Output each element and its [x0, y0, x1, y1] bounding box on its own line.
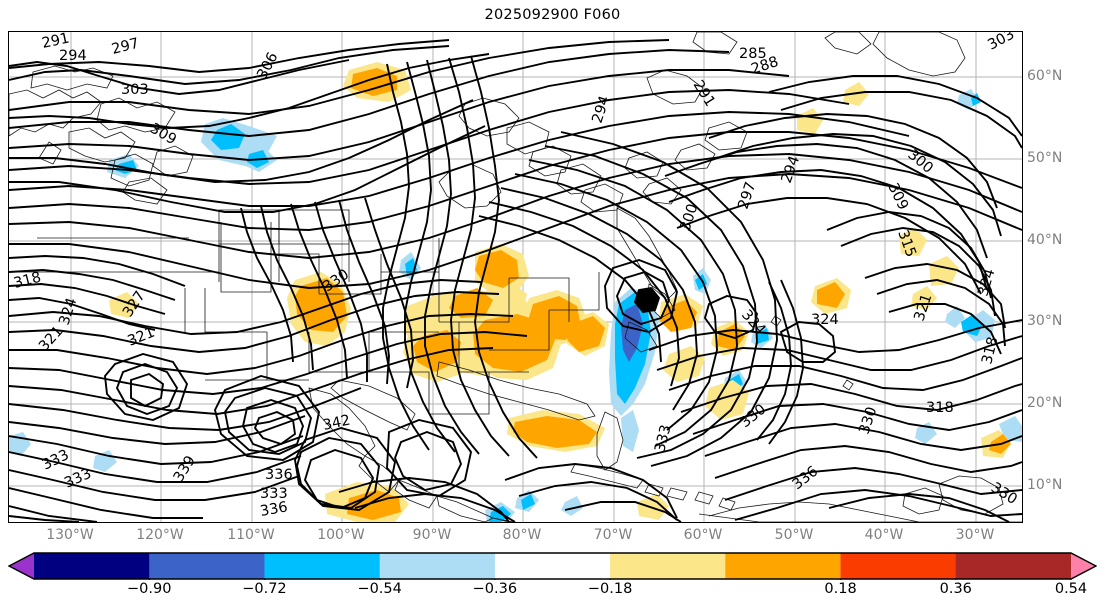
cbar-tick-label: 0.54	[1054, 581, 1088, 597]
xtick-label: 100°W	[317, 527, 365, 543]
colorbar-band	[494, 553, 611, 579]
cbar-tick-label: −0.54	[357, 581, 402, 597]
cbar-tick-label: 0.36	[939, 581, 972, 597]
xtick-label: 80°W	[502, 527, 542, 543]
colorbar-band	[725, 553, 842, 579]
cbar-tick-label: −0.72	[242, 581, 287, 597]
ytick-label: 20°N	[1027, 395, 1063, 411]
map-plot-area[interactable]: 291 294 297 303 306 309 294 285 288 291 …	[8, 31, 1023, 523]
cbar-tick-label: −0.18	[587, 581, 633, 597]
cbar-tick-label: −0.36	[472, 581, 518, 597]
colorbar-band	[149, 553, 266, 579]
svg-text:318: 318	[12, 270, 43, 292]
colorbar-band	[955, 553, 1072, 579]
colorbar-band	[610, 553, 726, 579]
ytick-label: 30°N	[1027, 313, 1063, 329]
xtick-label: 50°W	[774, 527, 814, 543]
colorbar[interactable]	[7, 552, 1098, 584]
colorbar-band	[379, 553, 496, 579]
y-axis-ticklabels: 60°N 50°N 40°N 30°N 20°N 10°N	[1027, 31, 1105, 523]
ytick-label: 50°N	[1027, 150, 1063, 166]
colorbar-extend-over	[1071, 553, 1096, 579]
xtick-label: 30°W	[955, 527, 995, 543]
svg-text:300: 300	[678, 202, 702, 233]
svg-text:324: 324	[57, 296, 81, 327]
svg-text:291: 291	[41, 32, 71, 52]
svg-text:291: 291	[690, 78, 718, 110]
xtick-label: 120°W	[136, 527, 184, 543]
svg-text:333: 333	[260, 486, 288, 502]
svg-text:324: 324	[811, 312, 839, 328]
colorbar-segments	[9, 553, 1096, 579]
svg-text:294: 294	[590, 94, 614, 125]
colorbar-ticklabels: −0.90 −0.72 −0.54 −0.36 −0.18 0.18 0.36 …	[0, 581, 1105, 603]
svg-text:333: 333	[40, 447, 72, 474]
ytick-label: 40°N	[1027, 232, 1063, 248]
svg-text:339: 339	[171, 453, 199, 485]
svg-text:324: 324	[975, 267, 998, 298]
svg-text:303: 303	[985, 32, 1017, 54]
xtick-label: 70°W	[593, 527, 633, 543]
svg-text:336: 336	[265, 467, 293, 483]
svg-text:309: 309	[884, 181, 911, 213]
svg-text:333: 333	[652, 423, 674, 454]
svg-text:336: 336	[259, 499, 289, 520]
cbar-tick-label: −0.90	[127, 581, 172, 597]
svg-text:318: 318	[979, 335, 1001, 366]
colorbar-band	[264, 553, 381, 579]
thickness-contour-lines	[9, 39, 1022, 522]
xtick-label: 130°W	[46, 527, 94, 543]
ytick-label: 10°N	[1027, 477, 1063, 493]
svg-text:336: 336	[790, 463, 822, 493]
xtick-label: 110°W	[227, 527, 275, 543]
colorbar-band	[840, 553, 957, 579]
colorbar-extend-under	[9, 553, 34, 579]
x-axis-ticklabels: 130°W 120°W 110°W 100°W 90°W 80°W 70°W 6…	[8, 527, 1023, 547]
svg-text:297: 297	[736, 180, 760, 211]
colorbar-svg	[7, 552, 1098, 584]
svg-text:330: 330	[988, 480, 1020, 508]
xtick-label: 60°W	[683, 527, 723, 543]
map-contour-svg: 291 294 297 303 306 309 294 285 288 291 …	[9, 32, 1022, 522]
ytick-label: 60°N	[1027, 68, 1063, 84]
svg-text:318: 318	[926, 400, 954, 416]
svg-text:309: 309	[147, 121, 179, 149]
svg-text:285: 285	[739, 46, 767, 62]
svg-text:294: 294	[59, 48, 87, 64]
xtick-label: 40°W	[864, 527, 904, 543]
colorbar-outline	[7, 552, 1098, 580]
svg-text:297: 297	[110, 36, 141, 58]
colorbar-band	[34, 553, 150, 579]
svg-text:303: 303	[121, 82, 149, 98]
xtick-label: 90°W	[412, 527, 452, 543]
chart-title: 2025092900 F060	[484, 7, 621, 23]
svg-text:342: 342	[322, 413, 352, 434]
cbar-tick-label: 0.18	[824, 581, 857, 597]
